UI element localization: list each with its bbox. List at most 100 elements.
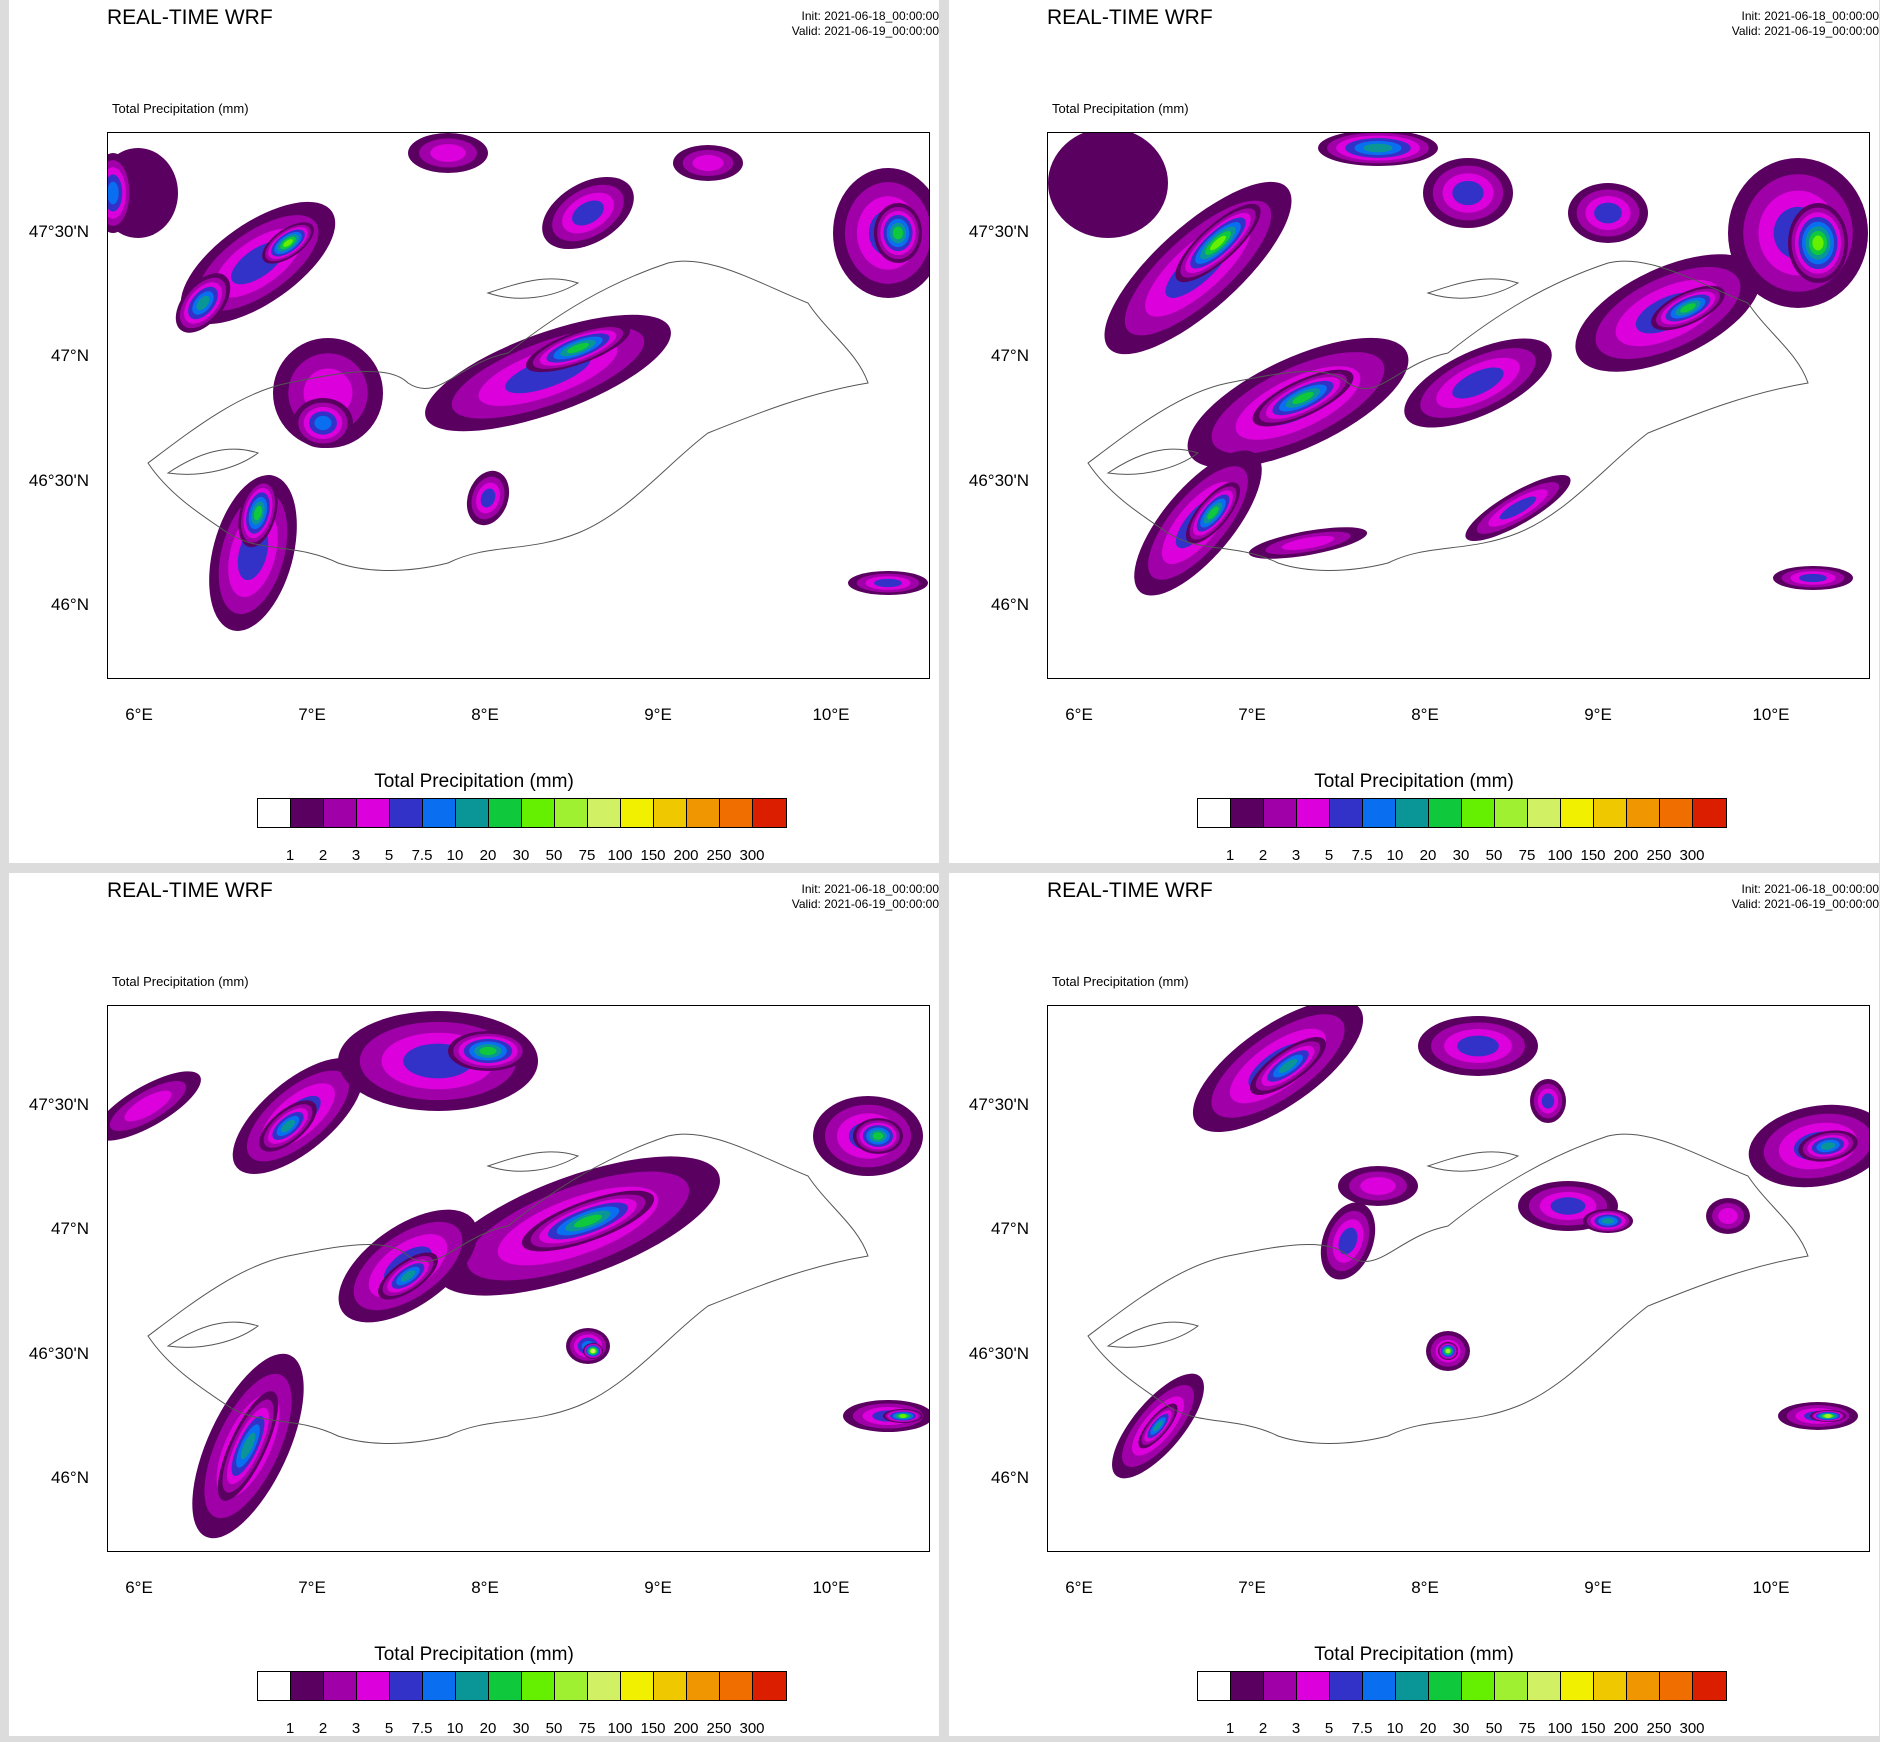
colorbar-level-label: 3 [351, 847, 361, 863]
colorbar-level-label: 100 [607, 847, 633, 863]
lat-label: 46°N [51, 595, 89, 614]
lon-label: 8°E [471, 705, 499, 724]
valid-time: Valid: 2021-06-19_00:00:00 [1731, 897, 1879, 911]
colorbar-level-label: 200 [1613, 847, 1639, 863]
colorbar-swatch [357, 1672, 390, 1700]
precipitation-contour [1550, 1197, 1586, 1215]
lon-label: 9°E [1584, 705, 1612, 724]
colorbar-level-label: 50 [545, 1720, 563, 1736]
colorbar-swatch [1561, 799, 1594, 827]
valid-time: Valid: 2021-06-19_00:00:00 [1731, 24, 1879, 38]
lat-label: 47°30'N [968, 222, 1029, 241]
colorbar-level-label: 20 [1419, 847, 1437, 863]
precipitation-contour [1718, 1208, 1738, 1224]
lon-label: 8°E [471, 1578, 499, 1597]
lon-label: 9°E [1584, 1578, 1612, 1597]
country-outline [1087, 260, 1809, 571]
precipitation-contour [240, 1432, 256, 1460]
colorbar-swatch [654, 1672, 687, 1700]
colorbar-level-label: 250 [706, 847, 732, 863]
colorbar-swatch [1693, 799, 1726, 827]
precipitation-contour [1799, 573, 1827, 583]
colorbar-level-label: 150 [1580, 1720, 1606, 1736]
colorbar-level-label: 150 [640, 1720, 666, 1736]
country-outline [1087, 1133, 1809, 1444]
colorbar-swatch [1495, 799, 1528, 827]
field-subtitle: Total Precipitation (mm) [112, 974, 249, 989]
precipitation-contour [1281, 535, 1335, 551]
colorbar-swatch [1363, 799, 1396, 827]
colorbar-swatch [1231, 1672, 1264, 1700]
precipitation-contour [124, 1090, 172, 1122]
init-time: Init: 2021-06-18_00:00:00 [1741, 882, 1879, 896]
precipitation-contour [1820, 1142, 1836, 1150]
precipitation-contour [1153, 1420, 1163, 1432]
map-panel-bottom-right: REAL-TIME WRF Init: 2021-06-18_00:00:00 … [949, 873, 1879, 1736]
precipitation-map [1047, 1005, 1870, 1552]
colorbar-level-label: 30 [512, 847, 530, 863]
colorbar-level-label: 1 [1225, 1720, 1235, 1736]
colorbar-swatch [555, 799, 588, 827]
precipitation-contour [1541, 1093, 1555, 1109]
country-outline [147, 1133, 869, 1444]
colorbar-level-label: 50 [1485, 1720, 1503, 1736]
colorbar-level-label: 75 [1518, 1720, 1536, 1736]
colorbar-level-label: 10 [446, 847, 464, 863]
precipitation-map [107, 1005, 930, 1552]
lon-label: 6°E [1065, 1578, 1093, 1597]
colorbar-level-label: 20 [1419, 1720, 1437, 1736]
colorbar-level-label: 30 [512, 1720, 530, 1736]
lat-label: 47°30'N [968, 1095, 1029, 1114]
colorbar-level-label: 10 [446, 1720, 464, 1736]
lon-label: 6°E [1065, 705, 1093, 724]
colorbar-swatch [1561, 1672, 1594, 1700]
lat-label: 47°N [991, 1219, 1029, 1238]
colorbar-swatch [522, 799, 555, 827]
colorbar-level-label: 150 [1580, 847, 1606, 863]
run-times: Init: 2021-06-18_00:00:00 Valid: 2021-06… [1732, 9, 1879, 39]
colorbar-swatch [1264, 1672, 1297, 1700]
lat-label: 46°N [991, 595, 1029, 614]
colorbar-level-label: 20 [479, 1720, 497, 1736]
precipitation-contour [479, 1046, 497, 1056]
precipitation-contour [1278, 1058, 1298, 1074]
country-outline [147, 260, 869, 571]
colorbar-level-label: 100 [1547, 847, 1573, 863]
colorbar-swatch [324, 1672, 357, 1700]
colorbar-level-label: 300 [1679, 1720, 1705, 1736]
colorbar-swatch [489, 1672, 522, 1700]
precipitation-contour [1499, 496, 1537, 520]
colorbar-swatch [1594, 1672, 1627, 1700]
precipitation-contour [692, 155, 724, 171]
lat-label: 46°30'N [28, 1344, 89, 1363]
colorbar-swatch [522, 1672, 555, 1700]
lon-label: 10°E [812, 1578, 850, 1597]
map-canvas [108, 133, 929, 631]
colorbar-level-label: 200 [673, 1720, 699, 1736]
lat-label: 47°N [51, 1219, 89, 1238]
country-outline [486, 278, 580, 299]
valid-time: Valid: 2021-06-19_00:00:00 [791, 24, 939, 38]
precipitation-contour [1363, 143, 1393, 153]
colorbar-swatch [621, 799, 654, 827]
map-panel-bottom-left: REAL-TIME WRF Init: 2021-06-18_00:00:00 … [9, 873, 939, 1736]
lon-label: 8°E [1411, 1578, 1439, 1597]
colorbar-level-label: 20 [479, 847, 497, 863]
precipitation-contour [108, 181, 119, 205]
panel-title: REAL-TIME WRF [1047, 879, 1213, 902]
precipitation-contour [1360, 1177, 1396, 1195]
precipitation-contour [1594, 202, 1622, 224]
precipitation-contour [1210, 235, 1226, 251]
colorbar-title: Total Precipitation (mm) [374, 1644, 574, 1665]
colorbar-swatch [489, 799, 522, 827]
colorbar-swatch [1363, 1672, 1396, 1700]
country-outline [1426, 278, 1520, 299]
colorbar-swatch [1297, 1672, 1330, 1700]
precipitation-contour [400, 1270, 416, 1282]
colorbar-swatch [456, 799, 489, 827]
colorbar-swatch [1660, 1672, 1693, 1700]
lon-label: 8°E [1411, 705, 1439, 724]
init-time: Init: 2021-06-18_00:00:00 [1741, 9, 1879, 23]
colorbar-swatch [1198, 1672, 1231, 1700]
country-outline [1426, 1151, 1520, 1172]
